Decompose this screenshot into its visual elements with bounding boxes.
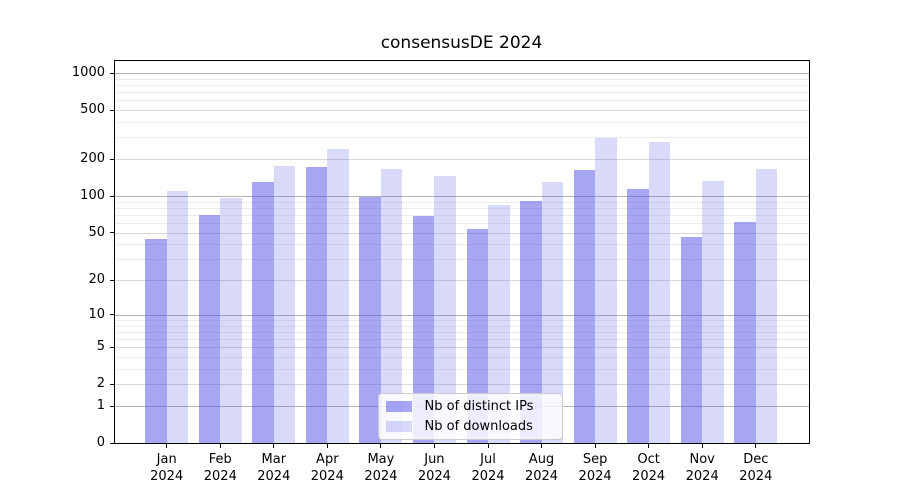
gridline-y-100 (114, 196, 809, 197)
x-tick-feb (219, 444, 221, 449)
x-tick-jan (166, 444, 168, 449)
gridline-y-8 (114, 325, 809, 327)
bar-distinct-ips-apr (305, 167, 328, 444)
gridline-y-40 (114, 244, 809, 246)
x-tick-label-nov: Nov 2024 (685, 452, 719, 484)
bar-distinct-ips-feb (198, 214, 221, 444)
legend-label-downloads: Nb of downloads (424, 418, 533, 434)
x-tick-label-jan: Jan 2024 (150, 452, 184, 484)
legend-label-distinct-ips: Nb of distinct IPs (424, 398, 534, 414)
gridline-y-3 (114, 369, 809, 370)
x-tick-label-sep: Sep 2024 (578, 452, 612, 484)
bar-downloads-oct (648, 141, 671, 444)
gridline-y-400 (114, 122, 809, 124)
x-tick-mar (273, 444, 275, 449)
bar-distinct-ips-dec (734, 222, 756, 444)
x-tick-jul (487, 444, 489, 449)
x-tick-label-apr: Apr 2024 (310, 452, 344, 484)
x-tick-label-may: May 2024 (364, 452, 398, 484)
gridline-y-5 (114, 347, 809, 349)
bar-downloads-aug (541, 182, 563, 444)
y-tick-label-500: 500 (80, 102, 105, 118)
x-tick-oct (648, 444, 650, 449)
gridline-y-4 (114, 357, 809, 358)
y-tick-label-20: 20 (88, 272, 105, 288)
gridline-y-20 (114, 280, 809, 282)
legend-item-distinct-ips: Nb of distinct IPs (385, 398, 562, 414)
gridline-y-600 (114, 100, 809, 102)
bar-distinct-ips-nov (680, 237, 703, 444)
x-tick-label-mar: Mar 2024 (257, 452, 291, 484)
y-tick-label-0: 0 (96, 435, 105, 451)
y-tick-label-2: 2 (96, 376, 105, 392)
gridline-y-60 (114, 223, 809, 224)
x-tick-jun (433, 444, 435, 449)
x-tick-dec (755, 444, 757, 449)
bar-distinct-ips-mar (252, 182, 274, 444)
x-tick-apr (326, 444, 328, 449)
bar-downloads-dec (755, 169, 778, 444)
y-tick-label-1000: 1000 (71, 65, 105, 80)
x-tick-label-feb: Feb 2024 (203, 452, 237, 484)
bar-downloads-apr (327, 149, 349, 444)
gridline-y-200 (114, 159, 809, 161)
x-tick-sep (594, 444, 596, 449)
bar-downloads-mar (273, 165, 296, 444)
chart-title: consensusDE 2024 (380, 33, 543, 53)
x-tick-label-oct: Oct 2024 (632, 452, 666, 484)
y-tick-label-200: 200 (80, 151, 105, 167)
gridline-y-300 (114, 137, 809, 139)
gridline-y-7 (114, 331, 809, 333)
gridline-y-50 (114, 232, 809, 234)
gridline-y-30 (114, 259, 809, 261)
x-tick-nov (701, 444, 703, 449)
gridline-y-70 (114, 214, 809, 216)
bar-distinct-ips-may (359, 197, 381, 444)
legend: Nb of distinct IPs Nb of downloads (377, 392, 563, 440)
gridline-y-900 (114, 78, 809, 80)
gridline-y-700 (114, 92, 809, 94)
plot-area (113, 60, 810, 445)
bar-downloads-sep (595, 138, 617, 444)
gridline-y-2 (114, 384, 809, 386)
bar-downloads-jan (166, 191, 189, 444)
bar-downloads-jul (488, 205, 510, 444)
y-tick-label-100: 100 (80, 188, 105, 203)
legend-swatch-distinct-ips (385, 400, 412, 412)
gridline-y-6 (114, 339, 809, 340)
bar-downloads-feb (220, 198, 242, 444)
y-tick-label-10: 10 (88, 306, 105, 322)
gridline-y-9 (114, 319, 809, 321)
x-tick-aug (541, 444, 542, 449)
bar-distinct-ips-jun (412, 216, 435, 444)
y-tick-label-50: 50 (88, 224, 105, 240)
x-tick-may (380, 444, 382, 449)
gridline-y-800 (114, 85, 809, 86)
x-tick-label-jul: Jul 2024 (471, 452, 505, 484)
legend-item-downloads: Nb of downloads (385, 418, 562, 434)
gridline-y-1000 (114, 73, 809, 74)
bar-distinct-ips-aug (520, 201, 542, 444)
gridline-y-500 (114, 110, 809, 112)
gridline-y-90 (114, 201, 809, 203)
x-tick-label-dec: Dec 2024 (739, 452, 773, 484)
x-tick-label-aug: Aug 2024 (524, 452, 559, 484)
y-tick-label-1: 1 (96, 398, 105, 414)
bar-downloads-may (380, 169, 403, 444)
bar-distinct-ips-oct (627, 189, 649, 444)
gridline-y-80 (114, 207, 809, 209)
x-tick-label-jun: Jun 2024 (417, 452, 451, 484)
y-tick-label-5: 5 (96, 339, 105, 355)
bar-distinct-ips-sep (573, 169, 596, 444)
bar-distinct-ips-jan (145, 239, 167, 444)
gridline-y-10 (114, 314, 809, 316)
bar-distinct-ips-jul (466, 228, 488, 444)
legend-swatch-downloads (385, 420, 412, 432)
bar-downloads-jun (434, 176, 456, 444)
bar-downloads-nov (702, 181, 724, 444)
